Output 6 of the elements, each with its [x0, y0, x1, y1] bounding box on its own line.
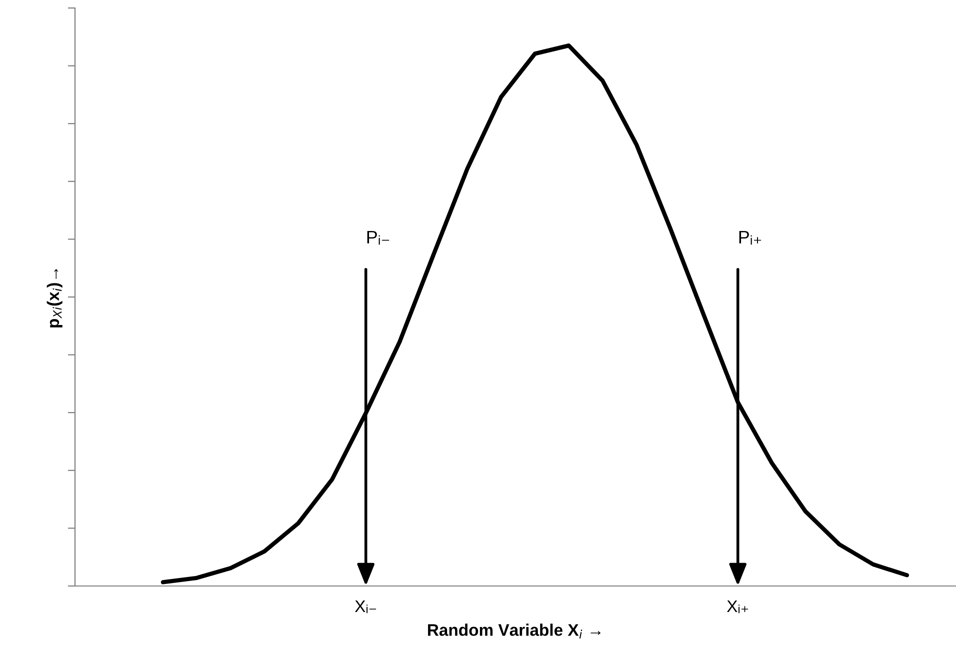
annotation: Pᵢ₊ [739, 230, 762, 245]
y-axis-title: p$_{Xi}$(x$_{i}$)→ [46, 268, 62, 328]
x-axis-title: Random Variable X$_{i}$ → [428, 624, 601, 638]
annotation: Pᵢ₋ [367, 230, 390, 245]
x-tick-label: Xᵢ₊ [726, 600, 748, 614]
x-tick-label: Xᵢ₋ [354, 600, 376, 614]
